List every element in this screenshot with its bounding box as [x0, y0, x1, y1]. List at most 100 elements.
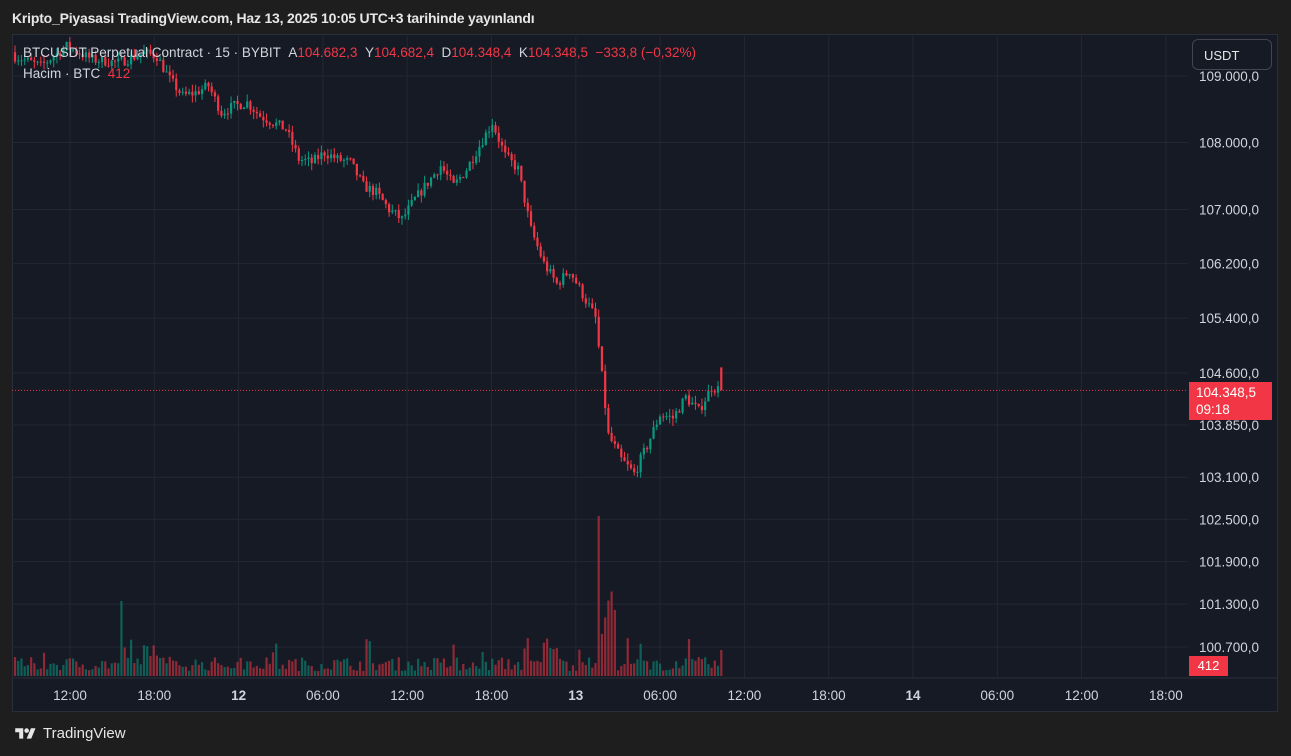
- volume-bar: [352, 669, 355, 676]
- candle-body: [200, 89, 204, 95]
- volume-bar: [94, 665, 97, 676]
- volume-bar: [20, 658, 23, 676]
- volume-bar: [375, 670, 378, 676]
- volume-bar: [42, 652, 46, 676]
- candle-body: [81, 54, 84, 58]
- candle-body: [507, 152, 510, 155]
- candle-body: [133, 55, 136, 60]
- volume-bar: [720, 650, 723, 676]
- candle-body: [584, 298, 587, 304]
- currency-button[interactable]: USDT: [1192, 39, 1272, 70]
- volume-bar: [513, 664, 516, 676]
- candle-body: [471, 161, 475, 163]
- candle-body: [36, 61, 39, 63]
- volume-bar: [478, 668, 481, 676]
- candle-body: [165, 71, 168, 73]
- volume-bar: [504, 669, 507, 676]
- candle-body: [336, 155, 339, 159]
- candle-body: [30, 57, 33, 61]
- volume-bar: [149, 655, 152, 676]
- candle-body: [175, 78, 178, 91]
- candle-body: [46, 62, 49, 64]
- candle-body: [355, 163, 358, 176]
- candle-body: [391, 210, 394, 213]
- candle-body: [358, 175, 362, 177]
- candle-body: [188, 91, 191, 94]
- volume-bar: [281, 664, 284, 676]
- candle-body: [326, 155, 329, 159]
- volume-bar: [442, 658, 446, 676]
- candle-body: [517, 165, 520, 170]
- volume-bar: [159, 658, 162, 676]
- brand-name: TradingView: [43, 725, 126, 742]
- candle-body: [152, 53, 155, 59]
- volume-bar: [491, 658, 494, 676]
- candle-body: [652, 427, 655, 439]
- candle-body: [475, 156, 478, 163]
- volume-bar: [620, 666, 623, 676]
- candle-body: [362, 175, 365, 182]
- volume-bar: [252, 667, 255, 676]
- time-tick-label: 18:00: [137, 688, 171, 703]
- candle-body: [671, 415, 674, 419]
- candle-body: [668, 415, 671, 417]
- candle-body: [265, 120, 268, 123]
- tradingview-logo-icon: [15, 727, 36, 739]
- candle-body: [646, 447, 649, 450]
- candlestick-chart[interactable]: 109.000,0 108.000,0 107.000,0 106.200,0 105.…: [12, 34, 1278, 712]
- time-tick-label: 13: [568, 688, 584, 703]
- price-tick-label: 100.700,0: [1199, 640, 1259, 655]
- candle-body: [568, 274, 571, 276]
- candle-body: [204, 82, 207, 90]
- volume-bar: [304, 660, 307, 676]
- price-tick-label: 101.900,0: [1199, 555, 1259, 570]
- candle-body: [13, 52, 17, 62]
- candle-body: [620, 448, 623, 458]
- last-price-tag: 104.348,5 09:18: [1189, 382, 1272, 420]
- volume-bar: [510, 669, 513, 676]
- candle-body: [565, 273, 568, 276]
- volume-bar: [681, 665, 684, 676]
- candle-body: [613, 441, 616, 445]
- candle-body: [33, 60, 36, 62]
- candle-body: [694, 402, 697, 405]
- close-label: K: [518, 45, 528, 60]
- candle-body: [136, 56, 139, 60]
- volume-bar: [291, 661, 294, 676]
- volume-bar: [629, 663, 633, 676]
- tradingview-brand[interactable]: TradingView: [13, 725, 126, 742]
- volume-bar: [130, 639, 133, 676]
- volume-bar: [665, 670, 668, 676]
- price-tick-label: 104.600,0: [1199, 366, 1259, 381]
- candle-body: [120, 57, 123, 59]
- time-tick-label: 12:00: [390, 688, 424, 703]
- candle-body: [678, 411, 681, 413]
- volume-bar: [36, 669, 39, 676]
- volume-bar: [213, 657, 217, 676]
- volume-bar: [384, 662, 387, 676]
- volume-bar: [449, 666, 452, 676]
- volume-bar: [662, 670, 665, 676]
- candle-body: [533, 225, 536, 238]
- volume-bar: [320, 664, 323, 676]
- volume-legend[interactable]: Hacim · BTC 412: [23, 66, 130, 81]
- volume-bar: [546, 638, 549, 676]
- volume-bar: [497, 660, 500, 676]
- volume-bar: [84, 669, 88, 676]
- candle-body: [604, 371, 607, 409]
- candle-body: [26, 57, 29, 60]
- candle-body: [346, 158, 349, 160]
- candle-body: [458, 177, 462, 180]
- volume-bar: [697, 657, 700, 676]
- volume-bar: [307, 665, 310, 676]
- volume-bar: [117, 663, 120, 676]
- volume-bar: [691, 659, 694, 676]
- volume-bar: [362, 670, 365, 676]
- candle-body: [329, 154, 333, 159]
- volume-bar: [578, 649, 581, 676]
- candle-body: [439, 166, 442, 175]
- volume-bar: [175, 661, 178, 676]
- volume-bar: [107, 668, 110, 676]
- candle-body: [494, 125, 497, 133]
- symbol-legend[interactable]: BTCUSDT Perpetual Contract · 15 · BYBIT …: [23, 45, 696, 60]
